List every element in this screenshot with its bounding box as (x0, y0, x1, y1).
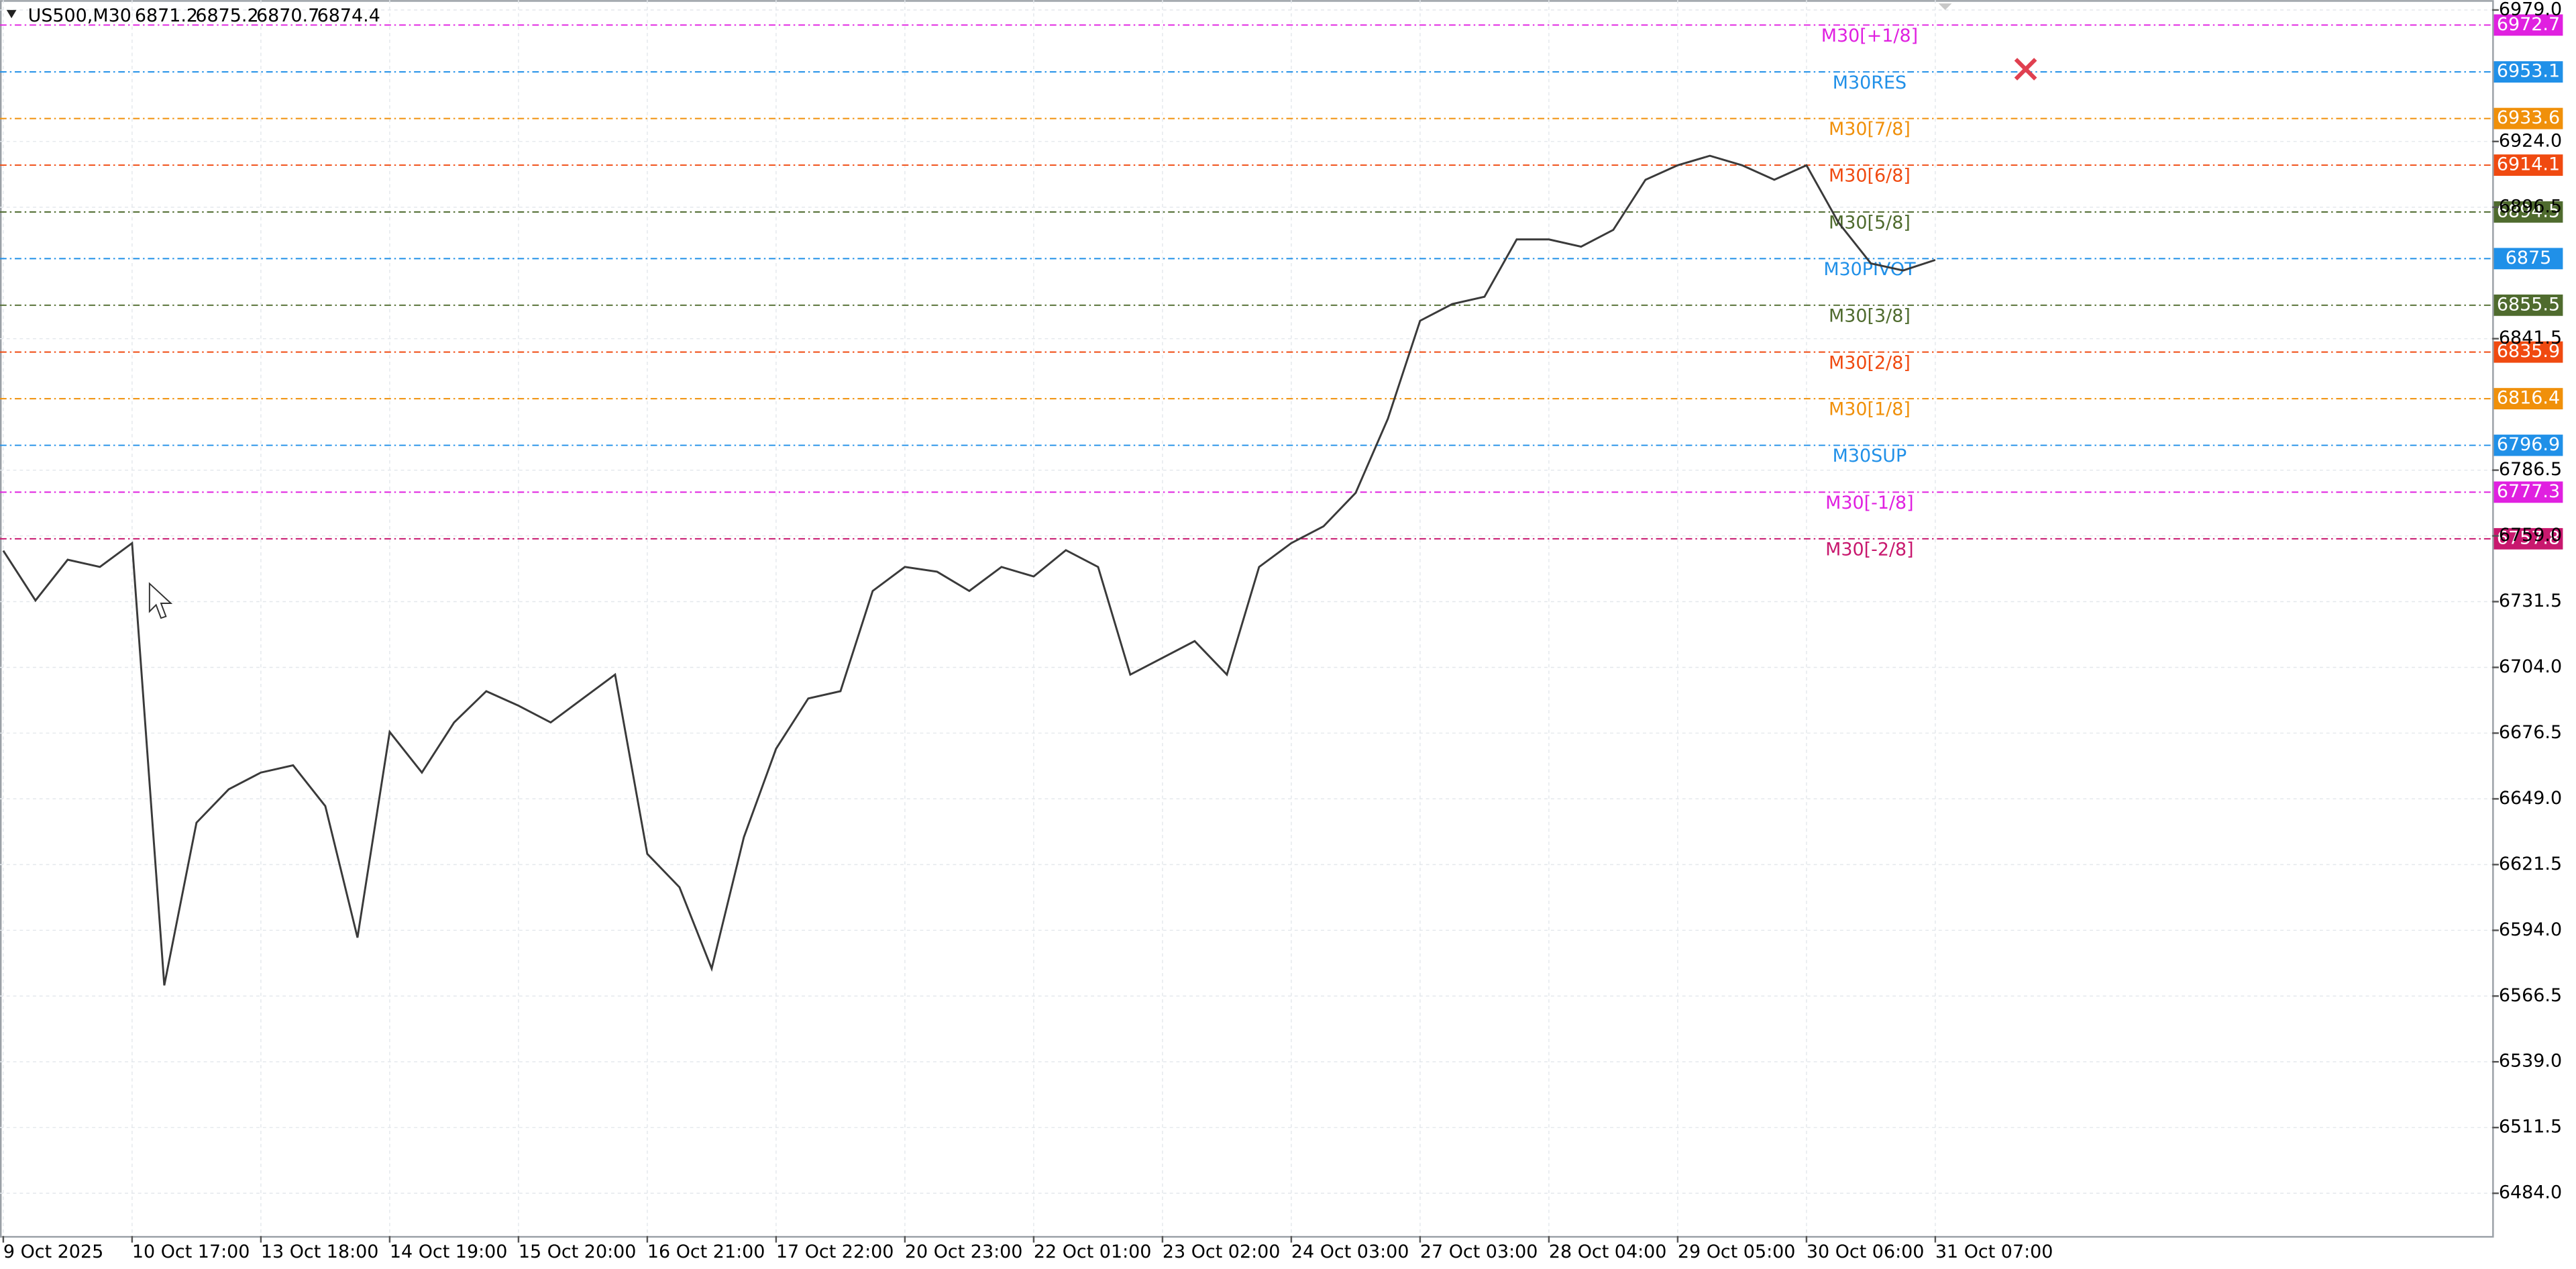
ohlc-close: 6874.4 (317, 5, 380, 26)
level-tag (2493, 61, 2563, 83)
plot-frame (0, 0, 2494, 1238)
level-tag (2493, 388, 2563, 410)
ohlc-low: 6870.7 (256, 5, 319, 26)
plot (2, 154, 1936, 986)
x-tick-label: 20 Oct 23:00 (905, 1241, 1023, 1262)
y-tick-label: 6511.5 (2499, 1117, 2562, 1137)
grid (0, 0, 2493, 1236)
level-label: M30SUP (1833, 446, 1907, 466)
x-tick-label: 16 Oct 21:00 (647, 1241, 765, 1262)
level-tag-label: 6777.3 (2497, 481, 2560, 502)
level-label: M30[5/8] (1829, 213, 1911, 234)
level-label: M30[3/8] (1829, 305, 1911, 326)
y-tick-label: 6539.0 (2499, 1051, 2562, 1072)
y-tick-label: 6594.0 (2499, 919, 2562, 940)
y-tick-label: 6676.5 (2499, 722, 2562, 743)
x-tick-label: 27 Oct 03:00 (1420, 1241, 1538, 1262)
level-label: M30[+1/8] (1821, 26, 1918, 46)
level-tag (2493, 201, 2563, 223)
y-tick-label: 6924.0 (2499, 130, 2562, 151)
levels: M30[+1/8] 6972.7 M30RES 6953.1 M30[7/8] 6933.… (0, 14, 2563, 560)
level-tag (2493, 341, 2563, 363)
level-tag-label: 6894.5 (2497, 201, 2560, 221)
x-tick-label: 13 Oct 18:00 (261, 1241, 379, 1262)
x-tick-label: 31 Oct 07:00 (1935, 1241, 2053, 1262)
level-tag-label: 6855.5 (2497, 294, 2560, 315)
x-tick-label: 24 Oct 03:00 (1291, 1241, 1409, 1262)
level-label: M30[1/8] (1829, 399, 1911, 420)
x-tick-label: 22 Oct 01:00 (1034, 1241, 1152, 1262)
x-tick-label: 23 Oct 02:00 (1163, 1241, 1281, 1262)
ohlc-open: 6871.2 (135, 5, 198, 26)
y-tick-label: 6979.0 (2499, 0, 2562, 19)
level-tag (2493, 481, 2563, 503)
level-tag-label: 6933.6 (2497, 107, 2560, 128)
y-tick-label: 6484.0 (2499, 1182, 2562, 1203)
menu-triangle[interactable] (6, 9, 17, 19)
level-label: M30[-1/8] (1825, 493, 1914, 513)
level-tag (2493, 527, 2563, 550)
level-label: M30[7/8] (1829, 119, 1911, 140)
level-tag (2493, 434, 2563, 456)
x-tick-label: 30 Oct 06:00 (1807, 1241, 1925, 1262)
level-tag (2493, 107, 2563, 130)
y-tick-label: 6566.5 (2499, 985, 2562, 1006)
level-label: M30[6/8] (1829, 166, 1911, 187)
cursor (148, 582, 173, 619)
price-line (2, 154, 1936, 986)
y-tick-label: 6704.0 (2499, 656, 2562, 677)
level-tag (2493, 248, 2563, 270)
y-tick-label: 6621.5 (2499, 854, 2562, 874)
level-tag-label: 6953.1 (2497, 61, 2560, 82)
x-tick-label: 15 Oct 20:00 (519, 1241, 637, 1262)
level-tag-label: 6835.9 (2497, 341, 2560, 362)
level-label: M30RES (1833, 72, 1907, 93)
x-tick-label: 17 Oct 22:00 (776, 1241, 894, 1262)
level-tag-label: 6796.9 (2497, 434, 2560, 455)
x-tick-label: 29 Oct 05:00 (1678, 1241, 1796, 1262)
x-tick-label: 28 Oct 04:00 (1549, 1241, 1667, 1262)
close-icon[interactable] (2014, 58, 2037, 81)
level-tag-label: 6914.1 (2497, 154, 2560, 175)
level-label: M30[2/8] (1829, 352, 1911, 373)
x-tick-label: 14 Oct 19:00 (390, 1241, 508, 1262)
level-tag (2493, 154, 2563, 176)
ohlc-high: 6875.2 (195, 5, 258, 26)
level-label: M30[-2/8] (1825, 539, 1914, 560)
level-tag-label: 6875 (2506, 248, 2552, 268)
level-tag-label: 6757.8 (2497, 527, 2560, 548)
level-tag-label: 6816.4 (2497, 388, 2560, 409)
y-tick-label: 6896.5 (2499, 196, 2562, 217)
y-tick-label: 6759.0 (2499, 525, 2562, 546)
level-tag (2493, 14, 2563, 36)
level-tag (2493, 294, 2563, 316)
y-tick-label: 6841.5 (2499, 327, 2562, 348)
y-tick-label: 6786.5 (2499, 459, 2562, 480)
level-tag-label: 6972.7 (2497, 14, 2560, 35)
shift-marker (1938, 3, 1952, 10)
y-tick-label: 6649.0 (2499, 788, 2562, 809)
x-tick-label: 10 Oct 17:00 (132, 1241, 250, 1262)
x-tick-label: 9 Oct 2025 (3, 1241, 103, 1262)
y-tick-label: 6731.5 (2499, 591, 2562, 611)
symbol: US500,M30 (28, 5, 131, 26)
